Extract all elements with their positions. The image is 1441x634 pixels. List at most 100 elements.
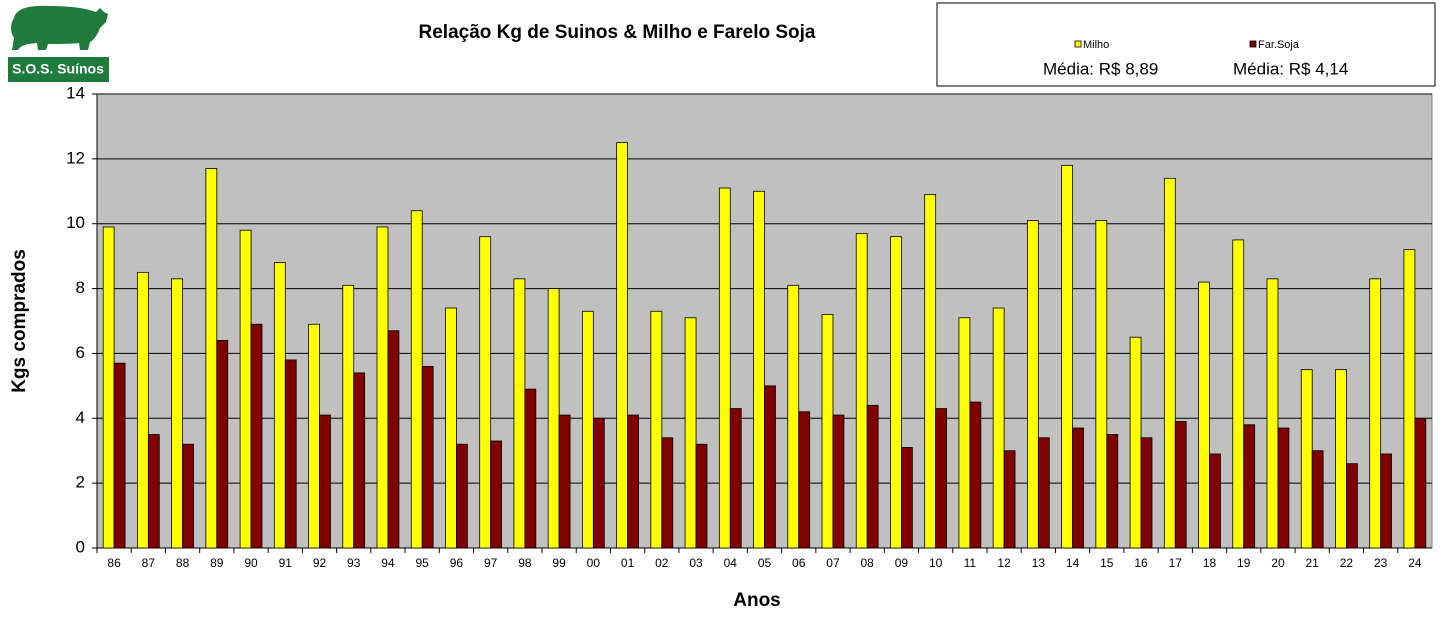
bar	[821, 314, 834, 549]
y-tick-label: 0	[76, 537, 85, 556]
bar	[1140, 437, 1153, 549]
bar	[353, 372, 366, 549]
x-tick-label: 22	[1340, 556, 1354, 570]
bar	[342, 284, 355, 549]
bar	[1198, 281, 1210, 549]
bar	[1380, 453, 1393, 549]
bar	[1266, 278, 1279, 549]
x-tick-label: 16	[1134, 556, 1148, 570]
bar	[273, 262, 286, 549]
bar	[992, 307, 1005, 549]
bar	[924, 194, 937, 549]
bar	[284, 359, 297, 549]
bar	[764, 385, 776, 549]
x-tick-label: 23	[1374, 556, 1388, 570]
bar	[1072, 427, 1084, 549]
logo: S.O.S. Suínos	[8, 5, 109, 82]
bar	[1277, 427, 1290, 549]
bar	[102, 226, 115, 549]
x-tick-label: 04	[724, 556, 738, 570]
y-tick-label: 14	[66, 83, 85, 102]
bar	[376, 226, 389, 549]
bar	[1414, 417, 1427, 549]
x-tick-label: 19	[1237, 556, 1251, 570]
bar	[1106, 434, 1119, 549]
x-tick-label: 92	[313, 556, 327, 570]
x-tick-label: 98	[518, 556, 532, 570]
bar	[239, 229, 252, 549]
legend-swatch	[1249, 40, 1257, 48]
bar	[1061, 164, 1073, 549]
bar	[113, 362, 126, 549]
x-tick-label: 94	[381, 556, 395, 570]
bar	[958, 317, 971, 549]
bar	[1174, 421, 1187, 549]
bar	[1003, 450, 1016, 549]
bar	[171, 278, 183, 549]
bar	[205, 168, 218, 549]
y-tick-label: 8	[76, 278, 85, 297]
annotation: Média: R$ 4,14	[1233, 59, 1348, 78]
bar	[1163, 177, 1176, 549]
bar	[479, 236, 492, 549]
y-axis-label: Kgs comprados	[9, 249, 30, 393]
bar	[1095, 220, 1108, 549]
x-tick-label: 14	[1066, 556, 1080, 570]
bar	[832, 414, 845, 549]
bar	[1129, 336, 1142, 549]
x-tick-label: 10	[929, 556, 943, 570]
bar	[787, 284, 800, 549]
bar	[866, 404, 879, 549]
bar	[798, 411, 811, 549]
bar	[969, 401, 982, 549]
logo-banner	[8, 57, 109, 82]
bar	[456, 443, 468, 549]
chart-title: Relação Kg de Suinos & Milho e Farelo So…	[419, 22, 816, 43]
x-tick-label: 97	[484, 556, 498, 570]
x-tick-label: 12	[997, 556, 1011, 570]
x-tick-label: 96	[450, 556, 464, 570]
x-tick-label: 09	[895, 556, 909, 570]
bar	[650, 310, 663, 549]
bar	[661, 437, 674, 549]
bar	[1209, 453, 1221, 549]
x-tick-label: 21	[1306, 556, 1320, 570]
bar	[592, 417, 605, 549]
bar	[308, 323, 320, 549]
y-tick-label: 2	[76, 473, 85, 492]
bar	[1300, 369, 1313, 549]
bar	[1346, 463, 1358, 549]
bar	[855, 233, 868, 549]
bar	[901, 447, 913, 549]
x-tick-label: 11	[964, 556, 977, 570]
bar	[627, 414, 639, 549]
x-tick-label: 02	[655, 556, 669, 570]
x-tick-label: 89	[210, 556, 224, 570]
x-tick-label: 03	[689, 556, 703, 570]
x-tick-label: 90	[244, 556, 258, 570]
bar	[1243, 424, 1256, 549]
bar	[147, 434, 160, 549]
x-tick-label: 93	[347, 556, 361, 570]
x-tick-label: 13	[1032, 556, 1046, 570]
legend-label: Milho	[1083, 39, 1109, 51]
bar	[581, 310, 594, 549]
bar	[250, 323, 263, 549]
x-tick-label: 15	[1100, 556, 1114, 570]
bar	[616, 142, 628, 549]
legend-box	[936, 2, 1436, 87]
x-tick-label: 95	[416, 556, 430, 570]
bar	[1311, 450, 1324, 549]
x-tick-label: 86	[107, 556, 121, 570]
x-tick-label: 07	[826, 556, 840, 570]
x-tick-label: 17	[1169, 556, 1183, 570]
bar	[319, 414, 331, 549]
bar	[445, 307, 457, 549]
y-tick-label: 4	[76, 408, 85, 427]
x-tick-label: 91	[279, 556, 293, 570]
bar	[1026, 220, 1039, 549]
bar	[1232, 239, 1245, 549]
x-tick-label: 05	[758, 556, 772, 570]
y-tick-label: 12	[66, 148, 85, 167]
